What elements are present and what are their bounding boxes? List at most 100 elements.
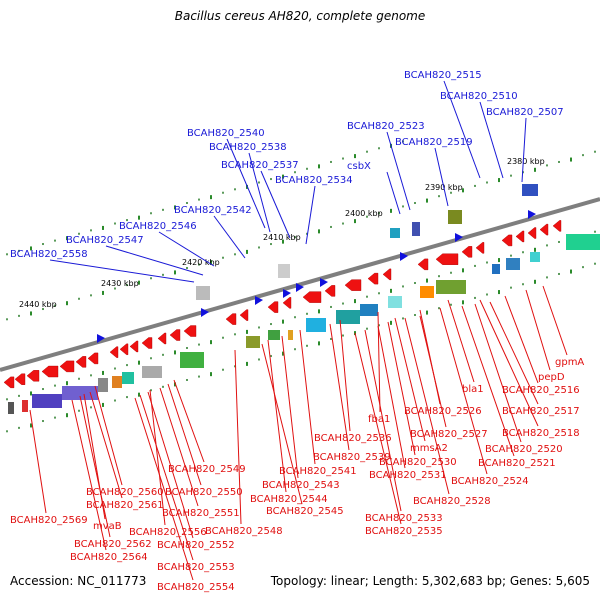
track-dot	[330, 305, 332, 308]
forward-gene-leader	[105, 245, 204, 276]
track-dot	[186, 378, 188, 381]
kbp-tick-label: 2400 kbp	[345, 209, 383, 218]
reverse-gene-arrow	[183, 325, 197, 337]
track-dot	[594, 230, 596, 233]
genes-value: 5,605	[555, 574, 590, 588]
track-dot	[114, 287, 116, 290]
track-dot	[426, 278, 428, 283]
track-dot	[558, 160, 560, 163]
track-dot	[474, 296, 476, 299]
track-dot	[246, 361, 248, 366]
track-dot	[162, 273, 164, 276]
track-dot	[30, 423, 32, 428]
track-dot	[534, 279, 536, 284]
gene-category-box	[506, 258, 520, 270]
track-dot	[282, 239, 284, 244]
gene-category-box	[122, 372, 134, 384]
reverse-gene-leader	[299, 329, 316, 465]
track-dot	[342, 302, 344, 305]
forward-gene-arrow	[296, 283, 304, 292]
track-dot	[522, 283, 524, 286]
track-dot	[558, 240, 560, 243]
track-dot	[294, 348, 296, 351]
forward-gene-leader	[386, 131, 411, 211]
track-dot	[210, 260, 212, 265]
track-dot	[534, 247, 536, 252]
track-dot	[378, 147, 380, 150]
length-value: 5,302,683 bp	[421, 574, 502, 588]
track-dot	[306, 344, 308, 347]
forward-gene-leader	[260, 170, 291, 239]
track-dot	[366, 327, 368, 330]
reverse-gene-leader	[267, 339, 287, 493]
track-dot	[78, 377, 80, 380]
reverse-gene-leader	[149, 389, 166, 526]
reverse-gene-leader	[281, 335, 299, 479]
track-dot	[150, 389, 152, 392]
track-dot	[438, 307, 440, 310]
reverse-gene-label: BCAH820_2539	[313, 452, 391, 463]
reverse-gene-label: gpmA	[555, 357, 584, 368]
track-dot	[462, 268, 464, 273]
track-dot	[126, 364, 128, 367]
reverse-gene-arrow	[344, 279, 362, 291]
track-dot	[210, 340, 212, 345]
track-dot	[570, 157, 572, 162]
track-dot	[594, 150, 596, 153]
track-dot	[462, 300, 464, 305]
reverse-gene-leader	[234, 349, 242, 525]
forward-gene-arrow	[255, 296, 263, 305]
track-dot	[546, 164, 548, 167]
gene-category-box	[22, 400, 28, 412]
track-dot	[162, 208, 164, 211]
track-dot	[222, 336, 224, 339]
track-dot	[414, 314, 416, 317]
forward-gene-leader	[521, 117, 527, 183]
track-dot	[18, 426, 20, 429]
track-dot	[246, 329, 248, 334]
track-dot	[354, 154, 356, 159]
gene-category-box	[196, 286, 210, 300]
reverse-gene-arrow	[14, 373, 26, 385]
reverse-gene-label: BCAH820_2527	[410, 429, 488, 440]
reverse-gene-label: BCAH820_2569	[10, 515, 88, 526]
track-dot	[198, 263, 200, 266]
reverse-gene-leader	[489, 301, 539, 405]
genome-stats: Topology: linear; Length: 5,302,683 bp; …	[270, 574, 590, 588]
track-dot	[102, 402, 104, 407]
reverse-gene-label: BCAH820_2549	[168, 464, 246, 475]
track-dot	[402, 140, 404, 143]
track-dot	[330, 160, 332, 163]
forward-gene-label: BCAH820_2540	[187, 128, 265, 139]
track-dot	[174, 270, 176, 275]
reverse-gene-arrow	[302, 291, 322, 303]
gene-category-box	[360, 304, 378, 316]
track-dot	[174, 205, 176, 210]
reverse-gene-label: BCAH820_2550	[165, 487, 243, 498]
forward-gene-label: BCAH820_2547	[66, 235, 144, 246]
track-dot	[402, 205, 404, 208]
forward-gene-leader	[213, 215, 246, 259]
track-dot	[102, 370, 104, 375]
track-dot	[510, 174, 512, 177]
gene-category-box	[32, 394, 62, 408]
reverse-gene-leader	[404, 317, 450, 495]
kbp-tick-label: 2420 kbp	[182, 258, 220, 267]
track-dot	[558, 272, 560, 275]
track-dot	[30, 246, 32, 251]
reverse-gene-label: BCAH820_2553	[157, 562, 235, 573]
reverse-gene-leader	[525, 289, 551, 371]
reverse-gene-arrow	[527, 227, 537, 239]
track-dot	[546, 244, 548, 247]
accession-value: NC_011773	[77, 574, 147, 588]
forward-gene-leader	[226, 138, 266, 229]
track-dot	[18, 314, 20, 317]
track-dot	[438, 195, 440, 198]
forward-gene-label: BCAH820_2534	[275, 175, 353, 186]
kbp-tick-label: 2440 kbp	[19, 300, 57, 309]
forward-gene-label: BCAH820_2507	[486, 107, 564, 118]
forward-gene-leader	[158, 231, 215, 267]
accession-text: Accession: NC_011773	[10, 574, 146, 588]
track-dot	[6, 430, 8, 433]
track-dot	[198, 375, 200, 378]
